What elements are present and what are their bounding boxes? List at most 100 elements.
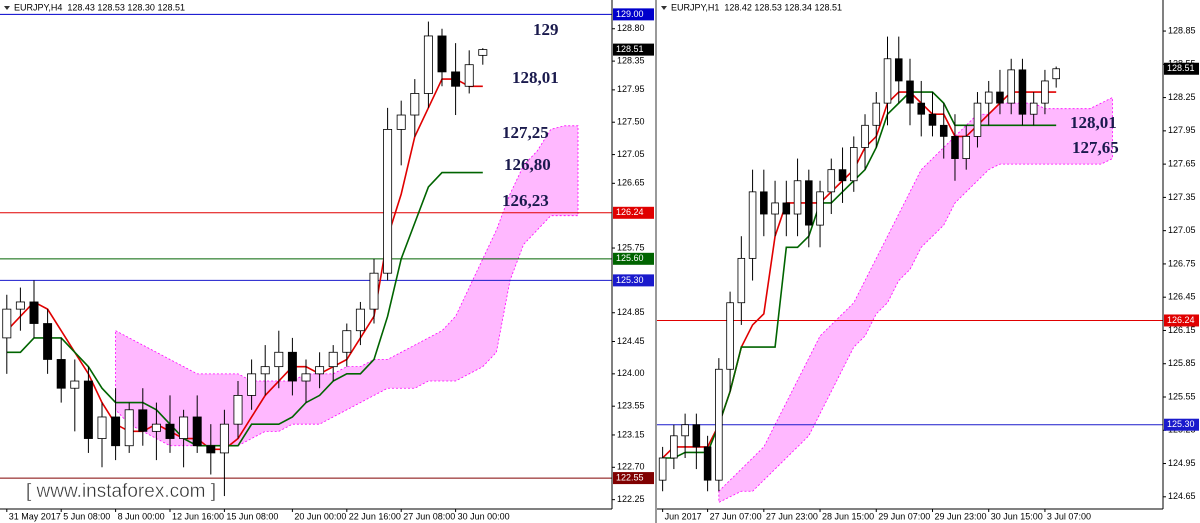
x-tick-label: 30 Jun 00:00	[458, 511, 510, 521]
x-tick-label: 27 Jun 07:00	[710, 511, 762, 521]
panel-divider	[655, 0, 657, 523]
y-tick-label: 127.35	[1168, 192, 1196, 202]
y-tick-label: 122.25	[617, 494, 645, 504]
x-tick-label: 31 May 2017	[9, 511, 61, 521]
y-tick-label: 126.45	[1168, 292, 1196, 302]
candle-body	[951, 135, 959, 159]
candle-body	[805, 180, 813, 226]
candle-body	[692, 424, 701, 448]
y-tick-label: 127.95	[1168, 125, 1196, 135]
price-annotation: 128,01	[1070, 113, 1117, 132]
candle-body	[179, 416, 189, 439]
y-tick-label: 125.85	[1168, 358, 1196, 368]
watermark: [ www.instaforex.com ]	[26, 481, 216, 502]
candle-body	[917, 102, 926, 115]
candle-body	[658, 457, 667, 481]
candle-body	[726, 302, 734, 370]
candle-body	[670, 435, 678, 459]
candle-body	[1041, 80, 1049, 104]
price-annotation: 129	[533, 20, 559, 39]
candle-body	[315, 366, 325, 375]
candle-body	[861, 124, 869, 148]
candle-body	[883, 58, 892, 104]
candle-body	[192, 416, 202, 447]
candle-body	[1052, 68, 1060, 80]
candle-body	[274, 351, 284, 368]
level-label-box	[1164, 418, 1199, 431]
y-tick-label: 123.55	[617, 401, 645, 411]
panel: 128.85128.55128.25127.95127.65127.35127.…	[657, 0, 1199, 521]
candle-body	[111, 416, 121, 447]
y-tick-label: 127.95	[617, 84, 645, 94]
candle-body	[43, 323, 53, 360]
price-annotation: 128,01	[512, 68, 559, 87]
x-tick-label: 20 Jun 00:00	[294, 511, 346, 521]
level-label-box	[613, 472, 654, 485]
x-tick-label: 3 Jul 07:00	[1047, 511, 1091, 521]
level-label: 122.55	[616, 472, 644, 482]
y-tick-label: 122.70	[617, 462, 645, 472]
level-label: 128.51	[616, 44, 644, 54]
candle-body	[56, 359, 66, 389]
y-tick-label: 124.85	[617, 307, 645, 317]
level-label: 125.30	[616, 275, 644, 285]
header-icon	[661, 6, 667, 10]
y-tick-label: 127.50	[617, 117, 645, 127]
candle-body	[165, 423, 175, 439]
candle-body	[996, 91, 1004, 104]
x-tick-label: 27 Jun 23:00	[766, 511, 818, 521]
price-annotation: 126,23	[502, 191, 549, 210]
header-icon	[4, 6, 10, 10]
panel: 128.80 128.35 127.95 127.50 127.05 126.65 125.…	[0, 0, 654, 521]
candle-body	[1018, 69, 1027, 115]
y-tick-label: 125.75	[617, 242, 645, 252]
y-tick-label: 127.65	[1168, 158, 1196, 168]
plot-area	[657, 36, 1163, 503]
price-annotation: 127,25	[502, 123, 549, 142]
ichimoku-cloud	[718, 96, 1113, 503]
y-tick-label: 127.05	[617, 149, 645, 159]
level-label: 128.51	[1167, 63, 1195, 73]
candle-body	[287, 351, 297, 382]
candle-body	[850, 147, 858, 182]
candle-body	[219, 423, 229, 454]
x-tick-label: 27 Jun 08:00	[403, 511, 455, 521]
y-tick-label: 123.15	[617, 429, 645, 439]
candle-body	[939, 124, 948, 137]
candle-body	[29, 301, 39, 324]
chart-header: EURJPY,H4 128.43 128.53 128.30 128.51	[14, 2, 185, 12]
x-tick-label: 8 Jun 00:00	[118, 511, 165, 521]
y-tick-label: 128.35	[617, 55, 645, 65]
candle-body	[151, 423, 161, 432]
level-label-box	[1164, 314, 1199, 327]
candle-body	[771, 202, 779, 215]
x-tick-label: Jun 2017	[665, 511, 702, 521]
candle-body	[715, 368, 723, 481]
candle-body	[70, 380, 80, 389]
candle-body	[301, 373, 311, 382]
candle-body	[973, 102, 982, 137]
x-tick-label: 15 Jun 08:00	[226, 511, 278, 521]
candle-body	[464, 64, 474, 87]
indicator-line	[6, 171, 483, 447]
candle-body	[97, 416, 107, 439]
y-tick-label: 128.25	[1168, 92, 1196, 102]
level-label: 126.24	[616, 207, 644, 217]
y-tick-label: 126.75	[1168, 258, 1196, 268]
candle-body	[872, 102, 881, 126]
candle-body	[355, 308, 365, 332]
x-tick-label: 28 Jun 15:00	[822, 511, 874, 521]
candle-body	[260, 366, 270, 375]
price-annotation: 126,80	[504, 155, 551, 174]
candle-body	[681, 424, 689, 437]
price-annotation: 127,65	[1072, 138, 1119, 157]
candle-body	[737, 257, 746, 304]
ichimoku-cloud	[115, 125, 579, 447]
level-label-box	[613, 8, 654, 21]
x-tick-label: 29 Jun 23:00	[934, 511, 986, 521]
y-tick-label: 128.85	[1168, 25, 1196, 35]
y-tick-label: 124.45	[617, 336, 645, 346]
level-label-box	[613, 274, 654, 287]
candle-body	[15, 301, 25, 310]
candle-body	[748, 191, 757, 259]
